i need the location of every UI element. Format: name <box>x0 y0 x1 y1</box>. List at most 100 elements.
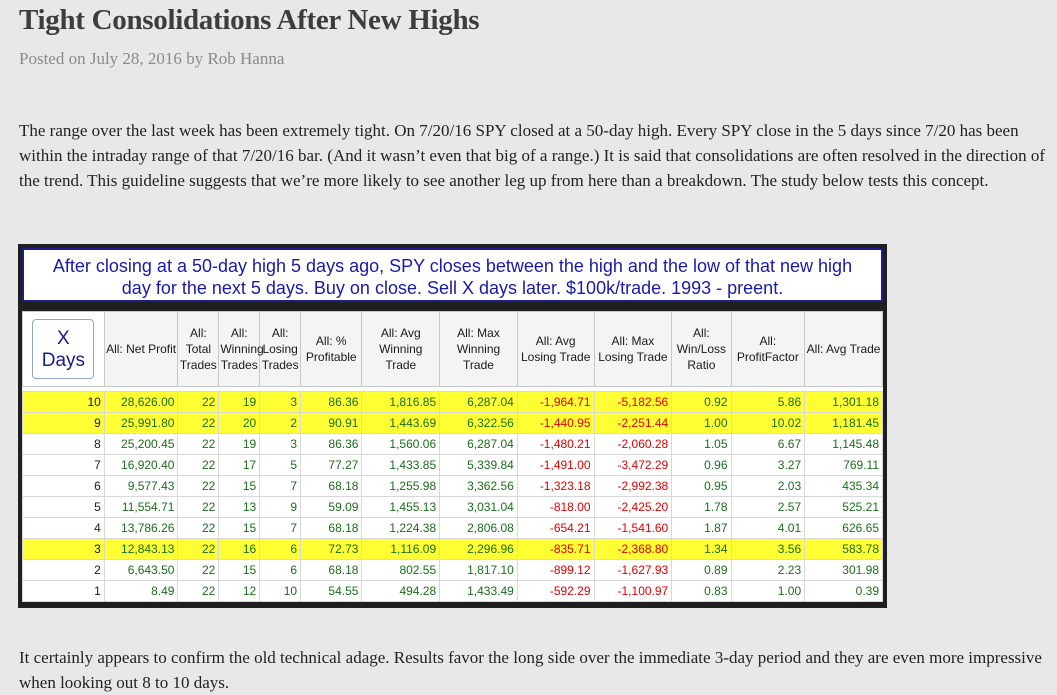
cell-max-losing: -5,182.56 <box>593 391 673 413</box>
cell-profit-factor: 1.00 <box>730 580 806 602</box>
post-date-link[interactable]: July 28, 2016 <box>89 49 182 68</box>
cell-max-losing: -1,541.60 <box>593 517 673 539</box>
cell-avg-winning: 1,255.98 <box>361 475 441 497</box>
days-cell: 10 <box>22 391 105 413</box>
cell-pct-profitable: 77.27 <box>300 454 363 476</box>
cell-avg-losing: -654.21 <box>516 517 595 539</box>
cell-losing-trades: 10 <box>259 580 302 602</box>
cell-avg-losing: -818.00 <box>516 496 595 518</box>
cell-win-loss-ratio: 0.89 <box>671 559 732 581</box>
cell-avg-winning: 802.55 <box>361 559 441 581</box>
cell-avg-losing: -1,480.21 <box>516 433 595 455</box>
cell-net-profit: 25,200.45 <box>103 433 179 455</box>
cell-pct-profitable: 86.36 <box>300 391 363 413</box>
column-header-max-losing: All: Max Losing Trade <box>593 311 673 387</box>
cell-total-trades: 22 <box>177 559 220 581</box>
cell-max-losing: -2,060.28 <box>593 433 673 455</box>
study-title: After closing at a 50-day high 5 days ag… <box>22 248 883 302</box>
cell-losing-trades: 5 <box>259 454 302 476</box>
cell-win-loss-ratio: 1.05 <box>671 433 732 455</box>
cell-avg-losing: -835.71 <box>516 538 595 560</box>
cell-win-loss-ratio: 1.00 <box>671 412 732 434</box>
cell-avg-winning: 1,433.85 <box>361 454 441 476</box>
x-days-header: X Days <box>22 311 105 387</box>
cell-pct-profitable: 68.18 <box>300 517 363 539</box>
days-cell: 5 <box>22 496 105 518</box>
cell-win-loss-ratio: 0.96 <box>671 454 732 476</box>
cell-net-profit: 8.49 <box>103 580 179 602</box>
cell-winning-trades: 15 <box>218 559 261 581</box>
table-row: 5 11,554.71 22 13 9 59.09 1,455.13 3,031.04 -818… <box>22 496 883 518</box>
results-body: 10 28,626.00 22 19 3 86.36 1,816.85 6,287.04 -1,… <box>22 386 883 602</box>
column-header-total-trades: All: Total Trades <box>177 311 220 387</box>
cell-avg-winning: 1,443.69 <box>361 412 441 434</box>
cell-total-trades: 22 <box>177 475 220 497</box>
days-cell: 2 <box>22 559 105 581</box>
cell-max-winning: 5,339.84 <box>439 454 518 476</box>
table-row: 10 28,626.00 22 19 3 86.36 1,816.85 6,287.04 -1,… <box>22 391 883 413</box>
days-cell: 4 <box>22 517 105 539</box>
table-row: 1 8.49 22 12 10 54.55 494.28 1,433.49 -592.29 -1,… <box>22 580 883 602</box>
cell-avg-winning: 494.28 <box>361 580 441 602</box>
cell-winning-trades: 15 <box>218 475 261 497</box>
conclusion-paragraph: It certainly appears to confirm the old … <box>19 648 1042 692</box>
cell-avg-winning: 1,224.38 <box>361 517 441 539</box>
cell-avg-losing: -899.12 <box>516 559 595 581</box>
cell-avg-trade: 769.11 <box>804 454 883 476</box>
cell-net-profit: 28,626.00 <box>103 391 179 413</box>
cell-win-loss-ratio: 1.34 <box>671 538 732 560</box>
cell-total-trades: 22 <box>177 412 220 434</box>
cell-avg-trade: 1,145.48 <box>804 433 883 455</box>
author-link[interactable]: Rob Hanna <box>207 49 285 68</box>
days-cell: 1 <box>22 580 105 602</box>
table-row: 2 6,643.50 22 15 6 68.18 802.55 1,817.10 -899.12… <box>22 559 883 581</box>
results-table: X Days All: Net Profit All: Total Trades A… <box>22 311 883 602</box>
cell-avg-trade: 583.78 <box>804 538 883 560</box>
table-row: 3 12,843.13 22 16 6 72.73 1,116.09 2,296.96 -835… <box>22 538 883 560</box>
cell-losing-trades: 3 <box>259 391 302 413</box>
table-header-row: X Days All: Net Profit All: Total Trades A… <box>22 311 883 387</box>
cell-max-winning: 3,031.04 <box>439 496 518 518</box>
cell-avg-trade: 626.65 <box>804 517 883 539</box>
cell-winning-trades: 19 <box>218 433 261 455</box>
cell-profit-factor: 2.03 <box>730 475 806 497</box>
column-header-losing-trades: All: Losing Trades <box>259 311 302 387</box>
cell-avg-trade: 435.34 <box>804 475 883 497</box>
cell-winning-trades: 13 <box>218 496 261 518</box>
cell-total-trades: 22 <box>177 496 220 518</box>
post-title[interactable]: Tight Consolidations After New Highs <box>19 4 480 36</box>
table-row: 7 16,920.40 22 17 5 77.27 1,433.85 5,339.84 -1,4… <box>22 454 883 476</box>
cell-avg-losing: -592.29 <box>516 580 595 602</box>
table-row: 9 25,991.80 22 20 2 90.91 1,443.69 6,322.56 -1,4… <box>22 412 883 434</box>
cell-net-profit: 13,786.26 <box>103 517 179 539</box>
days-cell: 7 <box>22 454 105 476</box>
column-header-profit-factor: All: ProfitFactor <box>730 311 806 387</box>
table-row: 8 25,200.45 22 19 3 86.36 1,560.06 6,287.04 -1,4… <box>22 433 883 455</box>
cell-losing-trades: 2 <box>259 412 302 434</box>
cell-winning-trades: 15 <box>218 517 261 539</box>
cell-max-winning: 1,817.10 <box>439 559 518 581</box>
table-row: 6 9,577.43 22 15 7 68.18 1,255.98 3,362.56 -1,32… <box>22 475 883 497</box>
cell-total-trades: 22 <box>177 454 220 476</box>
cell-winning-trades: 16 <box>218 538 261 560</box>
cell-losing-trades: 7 <box>259 517 302 539</box>
cell-pct-profitable: 68.18 <box>300 559 363 581</box>
column-header-avg-trade: All: Avg Trade <box>804 311 883 387</box>
cell-winning-trades: 12 <box>218 580 261 602</box>
column-header-win-loss-ratio: All: Win/Loss Ratio <box>671 311 732 387</box>
table-row: 4 13,786.26 22 15 7 68.18 1,224.38 2,806.08 -654… <box>22 517 883 539</box>
cell-pct-profitable: 72.73 <box>300 538 363 560</box>
column-header-avg-losing: All: Avg Losing Trade <box>516 311 595 387</box>
cell-losing-trades: 7 <box>259 475 302 497</box>
cell-total-trades: 22 <box>177 517 220 539</box>
cell-max-losing: -1,100.97 <box>593 580 673 602</box>
cell-avg-trade: 301.98 <box>804 559 883 581</box>
cell-profit-factor: 2.57 <box>730 496 806 518</box>
cell-pct-profitable: 86.36 <box>300 433 363 455</box>
cell-max-winning: 6,287.04 <box>439 433 518 455</box>
cell-win-loss-ratio: 0.95 <box>671 475 732 497</box>
cell-win-loss-ratio: 0.92 <box>671 391 732 413</box>
cell-avg-winning: 1,816.85 <box>361 391 441 413</box>
study-title-line-1: After closing at a 50-day high 5 days ag… <box>52 256 853 276</box>
cell-max-winning: 6,322.56 <box>439 412 518 434</box>
